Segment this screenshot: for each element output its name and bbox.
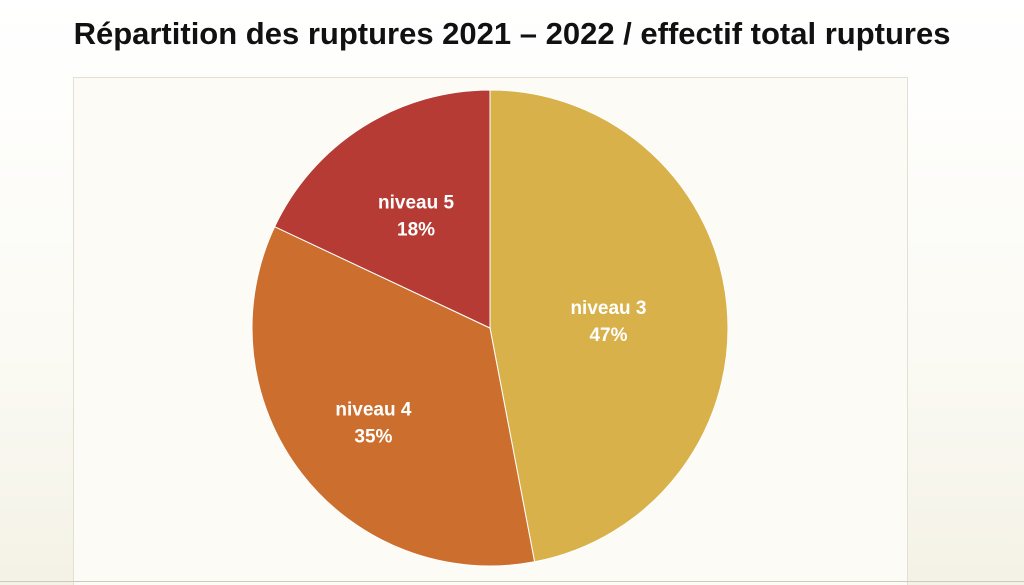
chart-title: Répartition des ruptures 2021 – 2022 / e…	[73, 16, 951, 51]
slice-label-percent: 35%	[354, 426, 392, 447]
slice-label-name: niveau 4	[335, 399, 411, 420]
slice-label-percent: 47%	[589, 325, 627, 346]
pie-slice-niveau-3	[489, 89, 729, 563]
slice-label-name: niveau 3	[570, 298, 646, 319]
bottom-divider	[0, 581, 1024, 582]
pie-slice-niveau-5	[273, 89, 491, 329]
slice-label-name: niveau 5	[378, 192, 454, 213]
slice-label-percent: 18%	[397, 219, 435, 240]
pie-slice-niveau-4	[251, 225, 536, 567]
